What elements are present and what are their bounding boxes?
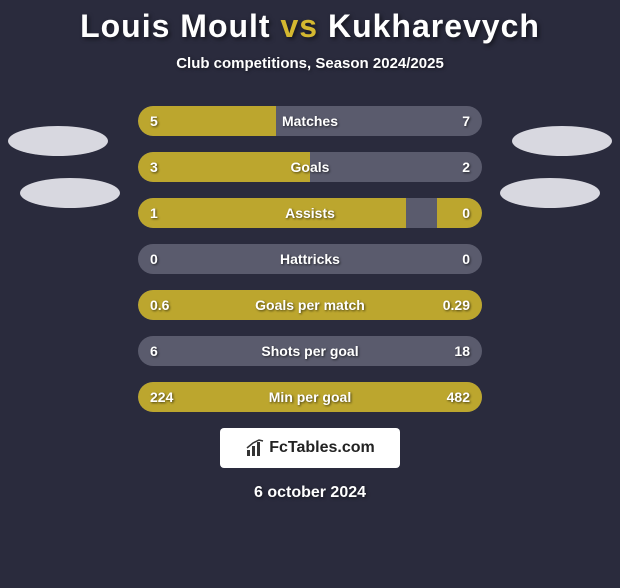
player2-name: Kukharevych	[328, 8, 540, 44]
player1-avatar-body	[20, 178, 120, 208]
stat-label: Goals	[138, 152, 482, 182]
player2-avatar-head	[512, 126, 612, 156]
page-title: Louis Moult vs Kukharevych	[0, 8, 620, 45]
stat-label: Min per goal	[138, 382, 482, 412]
stat-row: 3Goals2	[138, 152, 482, 182]
stat-row: 1Assists0	[138, 198, 482, 228]
player2-avatar-body	[500, 178, 600, 208]
player1-avatar-head	[8, 126, 108, 156]
stat-label: Assists	[138, 198, 482, 228]
stat-right-value: 2	[462, 152, 470, 182]
subtitle: Club competitions, Season 2024/2025	[0, 55, 620, 72]
stat-right-value: 0	[462, 244, 470, 274]
stat-right-value: 0.29	[443, 290, 470, 320]
stat-row: 6Shots per goal18	[138, 336, 482, 366]
logo-text: FcTables.com	[269, 439, 375, 457]
stat-row: 5Matches7	[138, 106, 482, 136]
player1-name: Louis Moult	[80, 8, 271, 44]
stat-label: Hattricks	[138, 244, 482, 274]
chart-icon	[245, 438, 265, 458]
stat-right-value: 482	[447, 382, 470, 412]
stat-right-value: 7	[462, 106, 470, 136]
stat-label: Matches	[138, 106, 482, 136]
date: 6 october 2024	[0, 484, 620, 502]
stat-label: Goals per match	[138, 290, 482, 320]
stat-row: 0Hattricks0	[138, 244, 482, 274]
stat-row: 0.6Goals per match0.29	[138, 290, 482, 320]
logo-box: FcTables.com	[220, 428, 400, 468]
stat-right-value: 0	[462, 198, 470, 228]
stat-row: 224Min per goal482	[138, 382, 482, 412]
vs-text: vs	[280, 8, 318, 44]
comparison-bars: 5Matches73Goals21Assists00Hattricks00.6G…	[138, 106, 482, 412]
stat-label: Shots per goal	[138, 336, 482, 366]
stat-right-value: 18	[454, 336, 470, 366]
